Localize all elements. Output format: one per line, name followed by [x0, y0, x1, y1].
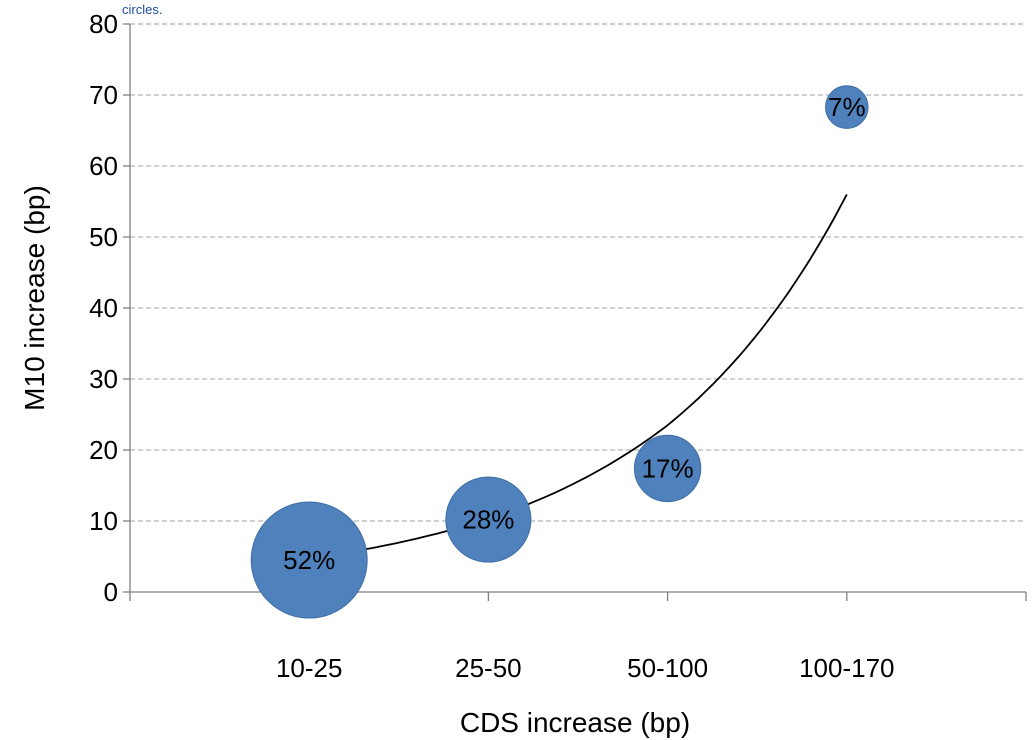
trendline — [309, 193, 848, 560]
bubble-50-100 — [633, 434, 702, 503]
y-axis-title: M10 increase (bp) — [19, 185, 50, 411]
gridlines — [130, 23, 1026, 522]
chart-note: circles. — [122, 2, 162, 17]
x-tick-label-50-100: 50-100 — [627, 653, 708, 683]
y-tick-label-80: 80 — [89, 9, 118, 39]
y-tick-label-30: 30 — [89, 364, 118, 394]
bubble-100-170 — [825, 85, 869, 129]
bubble-label-50-100: 17% — [642, 453, 694, 483]
x-tick-label-25-50: 25-50 — [455, 653, 522, 683]
y-tick-label-60: 60 — [89, 151, 118, 181]
y-tick-label-20: 20 — [89, 435, 118, 465]
y-tick-label-10: 10 — [89, 506, 118, 536]
x-tick-label-10-25: 10-25 — [276, 653, 343, 683]
y-tick-label-40: 40 — [89, 293, 118, 323]
y-tick-label-70: 70 — [89, 80, 118, 110]
bubble-label-25-50: 28% — [462, 505, 514, 535]
x-tick-label-100-170: 100-170 — [799, 653, 894, 683]
label-layer: 52% 28% 17% 7% — [283, 92, 865, 575]
bubble-25-50 — [445, 476, 532, 563]
x-axis-title: CDS increase (bp) — [460, 707, 690, 738]
bubble-10-25 — [250, 501, 368, 619]
bubble-label-10-25: 52% — [283, 545, 335, 575]
trendline-layer — [309, 193, 848, 560]
axes: 0 10 20 30 40 50 60 70 80 10-25 25-50 50-100 100-170 — [89, 9, 1027, 683]
y-tick-label-50: 50 — [89, 222, 118, 252]
bubble-label-100-170: 7% — [828, 92, 866, 122]
y-tick-label-0: 0 — [104, 577, 118, 607]
bubble-layer — [250, 85, 869, 619]
